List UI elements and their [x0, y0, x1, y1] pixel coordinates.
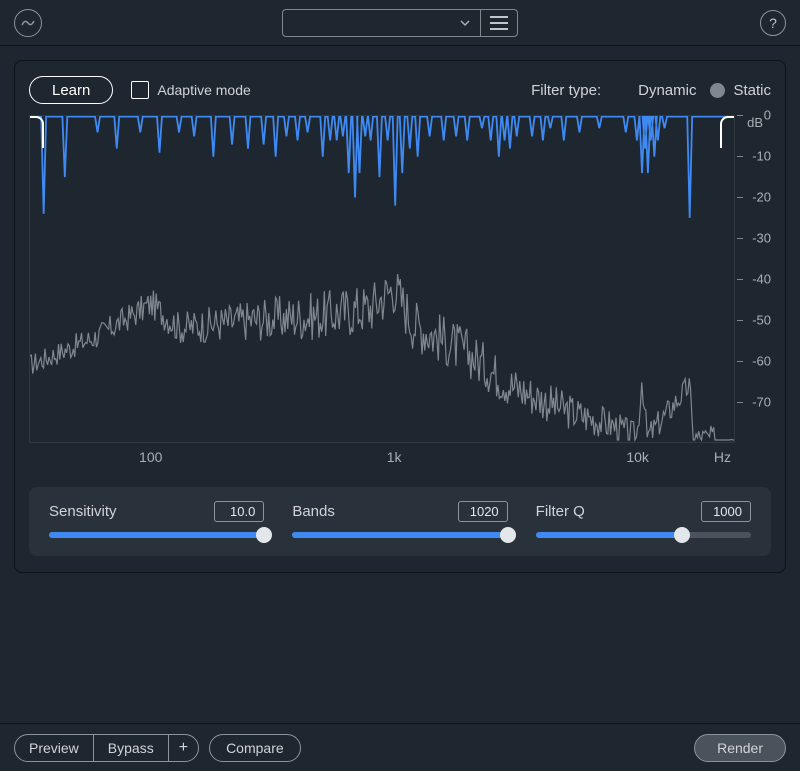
sliders-panel: Sensitivity 10.0 Bands 1020 Filter Q 1000	[29, 487, 771, 556]
radio-static[interactable]	[710, 83, 725, 98]
bottombar: Preview Bypass + Compare Render	[0, 723, 800, 771]
adaptive-mode-checkbox[interactable]: Adaptive mode	[131, 81, 250, 99]
spectrum-plot[interactable]	[29, 115, 735, 443]
axis-y-tick: -60	[752, 354, 771, 369]
topbar: ?	[0, 0, 800, 46]
slider-track[interactable]	[536, 532, 751, 538]
axis-x-tick: 10k	[626, 449, 649, 465]
slider-thumb[interactable]	[256, 527, 272, 543]
slider-track[interactable]	[292, 532, 507, 538]
radio-dynamic[interactable]	[615, 83, 630, 98]
axis-y-tick: -70	[752, 395, 771, 410]
slider-value[interactable]: 1000	[701, 501, 751, 522]
slider-thumb[interactable]	[500, 527, 516, 543]
compare-button[interactable]: Compare	[209, 734, 301, 762]
spectrum-svg	[30, 116, 734, 442]
axis-x: Hz 100 1k 10k	[29, 447, 735, 471]
logo-icon[interactable]	[14, 9, 42, 37]
spectrum-area: dB 0-10-20-30-40-50-60-70 Hz 1001k10k	[29, 115, 771, 471]
bypass-button[interactable]: Bypass	[94, 735, 169, 761]
axis-y: dB 0-10-20-30-40-50-60-70	[739, 115, 771, 443]
axis-x-tick: 100	[139, 449, 162, 465]
axis-x-tick: 1k	[387, 449, 402, 465]
slider-value[interactable]: 1020	[458, 501, 508, 522]
axis-y-unit: dB	[747, 115, 763, 130]
slider-value[interactable]: 10.0	[214, 501, 264, 522]
axis-y-tick: -20	[752, 190, 771, 205]
input-spectrum	[30, 274, 734, 440]
filter-type-label: Filter type:	[531, 82, 601, 99]
help-button[interactable]: ?	[760, 10, 786, 36]
learn-button[interactable]: Learn	[29, 76, 113, 104]
preset-menu-button[interactable]	[481, 10, 517, 36]
slider-sensitivity: Sensitivity 10.0	[49, 501, 264, 538]
axis-y-tick: -10	[752, 149, 771, 164]
axis-x-unit: Hz	[714, 449, 731, 465]
slider-label: Filter Q	[536, 503, 585, 520]
filter-curve	[30, 117, 734, 218]
preview-bypass-group: Preview Bypass +	[14, 734, 199, 762]
main-panel: Learn Adaptive mode Filter type: Dynamic…	[14, 60, 786, 573]
add-button[interactable]: +	[169, 735, 198, 761]
static-label: Static	[733, 82, 771, 99]
chevron-down-icon	[458, 16, 472, 30]
slider-filter-q: Filter Q 1000	[536, 501, 751, 538]
checkbox-icon	[131, 81, 149, 99]
axis-y-tick: -40	[752, 272, 771, 287]
filter-type-selector: Filter type: Dynamic Static	[531, 82, 771, 99]
slider-label: Bands	[292, 503, 335, 520]
slider-bands: Bands 1020	[292, 501, 507, 538]
dynamic-label: Dynamic	[638, 82, 696, 99]
axis-y-tick: 0	[764, 108, 771, 123]
preset-select[interactable]	[283, 10, 481, 36]
controls-row: Learn Adaptive mode Filter type: Dynamic…	[29, 75, 771, 105]
axis-y-tick: -50	[752, 313, 771, 328]
preset-bar	[282, 9, 518, 37]
render-button[interactable]: Render	[694, 734, 786, 762]
axis-y-tick: -30	[752, 231, 771, 246]
adaptive-mode-label: Adaptive mode	[157, 82, 250, 98]
slider-track[interactable]	[49, 532, 264, 538]
slider-label: Sensitivity	[49, 503, 117, 520]
help-icon: ?	[769, 15, 777, 31]
slider-thumb[interactable]	[674, 527, 690, 543]
preview-button[interactable]: Preview	[15, 735, 94, 761]
